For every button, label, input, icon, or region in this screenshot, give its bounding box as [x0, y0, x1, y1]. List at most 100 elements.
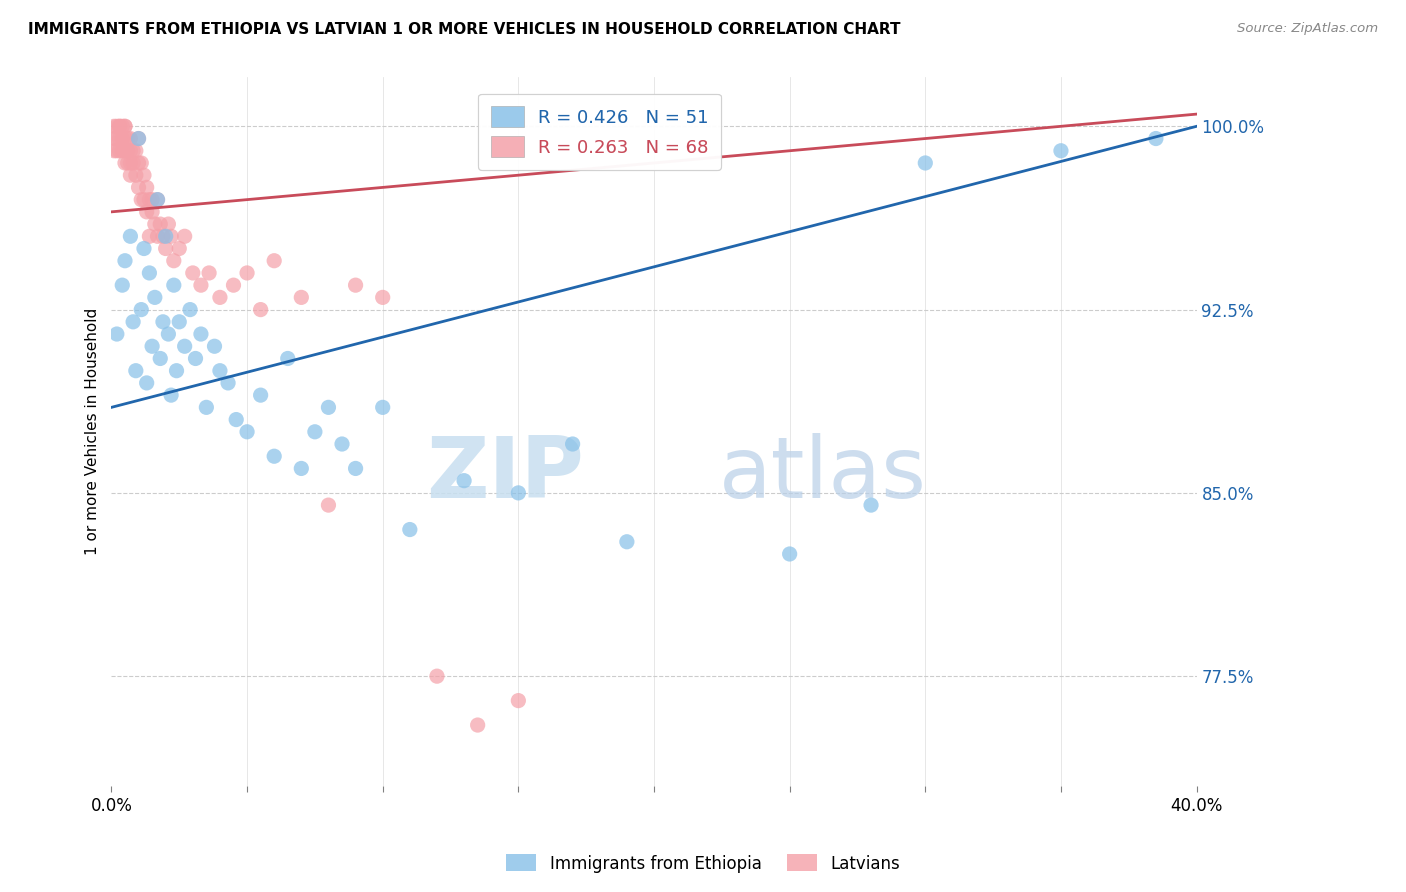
Point [222, 278, 245, 293]
Point [132, 242, 155, 256]
Point [138, 229, 160, 244]
Point [117, 144, 139, 158]
Point [190, 278, 212, 293]
Point [198, 266, 221, 280]
Point [149, 217, 172, 231]
Point [129, 302, 152, 317]
Point [122, 315, 145, 329]
Point [138, 266, 160, 280]
Point [128, 131, 150, 145]
Point [155, 229, 177, 244]
Legend: R = 0.426   N = 51, R = 0.263   N = 68: R = 0.426 N = 51, R = 0.263 N = 68 [478, 94, 721, 169]
Point [105, 120, 128, 134]
Point [114, 120, 136, 134]
Point [135, 204, 157, 219]
Point [129, 193, 152, 207]
Point [114, 156, 136, 170]
Point [167, 242, 190, 256]
Point [173, 229, 195, 244]
Point [122, 156, 145, 170]
Point [173, 339, 195, 353]
Point [190, 326, 212, 341]
Point [453, 474, 475, 488]
Point [114, 120, 136, 134]
Point [132, 193, 155, 207]
Point [225, 412, 247, 426]
Point [344, 461, 367, 475]
Point [117, 156, 139, 170]
Point [1144, 131, 1167, 145]
Point [129, 156, 152, 170]
Point [120, 144, 142, 158]
Point [111, 144, 134, 158]
Point [105, 131, 128, 145]
Point [125, 168, 148, 182]
Text: ZIP: ZIP [426, 433, 583, 516]
Point [111, 120, 134, 134]
Point [103, 144, 125, 158]
Point [152, 229, 174, 244]
Point [318, 498, 340, 512]
Point [146, 193, 169, 207]
Point [616, 534, 638, 549]
Point [141, 204, 163, 219]
Point [120, 131, 142, 145]
Point [135, 376, 157, 390]
Point [128, 131, 150, 145]
Point [179, 302, 201, 317]
Point [167, 315, 190, 329]
Point [184, 351, 207, 366]
Point [146, 229, 169, 244]
Point [111, 278, 134, 293]
Point [163, 278, 186, 293]
Point [149, 351, 172, 366]
Point [114, 131, 136, 145]
Point [290, 290, 312, 304]
Point [135, 180, 157, 194]
Point [152, 315, 174, 329]
Point [105, 326, 128, 341]
Point [166, 364, 188, 378]
Point [125, 364, 148, 378]
Y-axis label: 1 or more Vehicles in Household: 1 or more Vehicles in Household [86, 308, 100, 556]
Point [114, 253, 136, 268]
Point [779, 547, 801, 561]
Point [128, 156, 150, 170]
Point [120, 156, 142, 170]
Text: IMMIGRANTS FROM ETHIOPIA VS LATVIAN 1 OR MORE VEHICLES IN HOUSEHOLD CORRELATION : IMMIGRANTS FROM ETHIOPIA VS LATVIAN 1 OR… [28, 22, 901, 37]
Point [120, 168, 142, 182]
Point [330, 437, 353, 451]
Point [426, 669, 449, 683]
Point [108, 131, 131, 145]
Text: Source: ZipAtlas.com: Source: ZipAtlas.com [1237, 22, 1378, 36]
Point [398, 523, 420, 537]
Point [508, 693, 530, 707]
Point [304, 425, 326, 439]
Point [125, 144, 148, 158]
Point [108, 120, 131, 134]
Text: atlas: atlas [718, 433, 927, 516]
Point [128, 180, 150, 194]
Point [208, 364, 231, 378]
Point [111, 131, 134, 145]
Point [160, 388, 183, 402]
Point [138, 193, 160, 207]
Point [371, 401, 394, 415]
Point [143, 217, 166, 231]
Point [132, 168, 155, 182]
Point [236, 425, 259, 439]
Point [157, 217, 180, 231]
Point [371, 290, 394, 304]
Point [103, 131, 125, 145]
Point [103, 120, 125, 134]
Point [105, 144, 128, 158]
Point [117, 131, 139, 145]
Legend: Immigrants from Ethiopia, Latvians: Immigrants from Ethiopia, Latvians [499, 847, 907, 880]
Point [914, 156, 936, 170]
Point [290, 461, 312, 475]
Point [141, 339, 163, 353]
Point [204, 339, 226, 353]
Point [860, 498, 883, 512]
Point [108, 144, 131, 158]
Point [163, 253, 186, 268]
